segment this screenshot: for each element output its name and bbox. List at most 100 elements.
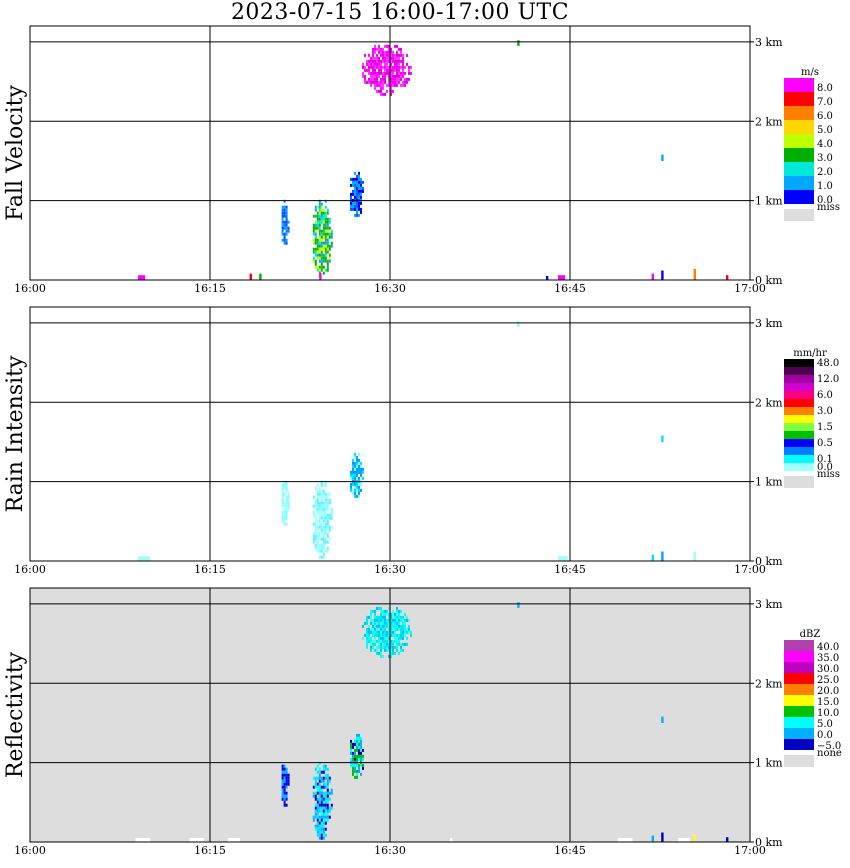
- reflectivity-echo-cell: [318, 800, 321, 804]
- fall-velocity-echo-cell: [352, 177, 354, 181]
- fall-velocity-echo: [249, 273, 252, 280]
- reflectivity-echo-cell: [394, 627, 396, 631]
- reflectivity-echo-cell: [366, 630, 368, 634]
- reflectivity-echo: [362, 606, 412, 658]
- reflectivity-echo-cell: [318, 788, 321, 792]
- fall-velocity-echo-cell: [324, 244, 327, 248]
- fall-velocity-echo-cell: [324, 205, 327, 209]
- fall-velocity-echo-cell: [378, 74, 380, 78]
- reflectivity-echo-cell: [398, 636, 400, 640]
- fall-velocity-echo-cell: [356, 207, 358, 211]
- rain-intensity-echo-cell: [316, 498, 319, 502]
- rain-intensity-echo-cell: [358, 452, 360, 456]
- reflectivity-echo: [228, 838, 240, 842]
- reflectivity-echo-cell: [372, 609, 374, 613]
- reflectivity-echo-cell: [328, 791, 331, 795]
- fall-velocity-echo-cell: [316, 268, 319, 272]
- reflectivity-echo-cell: [322, 785, 325, 789]
- fall-velocity-echo: [517, 40, 520, 46]
- fall-velocity-echo-cell: [380, 62, 382, 66]
- reflectivity-echo-cell: [316, 788, 319, 792]
- fall-velocity-echo-cell: [312, 250, 315, 254]
- rain-intensity-echo-cell: [322, 513, 325, 517]
- fall-velocity-echo-cell: [394, 77, 396, 81]
- fall-velocity-echo-cell: [372, 47, 374, 51]
- fall-velocity-echo-cell: [324, 199, 327, 203]
- reflectivity-echo-cell: [354, 766, 356, 770]
- fall-velocity-echo-cell: [324, 259, 327, 263]
- reflectivity-echo-cell: [396, 609, 398, 613]
- rain-intensity-echo-cell: [281, 513, 284, 517]
- rain-intensity-echo-cell: [324, 501, 327, 505]
- rain-intensity-echo-cell: [322, 495, 325, 499]
- fall-velocity-echo-cell: [402, 71, 404, 75]
- reflectivity-echo-cell: [314, 824, 317, 828]
- fall-velocity-echo-cell: [283, 208, 286, 212]
- reflectivity-echo-cell: [318, 827, 321, 831]
- fall-velocity-echo-cell: [312, 238, 315, 242]
- fall-velocity-echo: [693, 268, 696, 280]
- fall-velocity-echo-cell: [388, 56, 390, 60]
- fall-velocity-echo-cell: [388, 80, 390, 84]
- fall-velocity-echo-cell: [318, 238, 321, 242]
- reflectivity-echo-cell: [320, 797, 323, 801]
- reflectivity-echo-cell: [318, 791, 321, 795]
- fall-velocity-echo-cell: [356, 186, 358, 190]
- reflectivity-echo-cell: [330, 803, 333, 807]
- fall-velocity-ylabel: Fall Velocity: [3, 85, 28, 221]
- fall-velocity-echo-cell: [314, 265, 317, 269]
- reflectivity-echo-cell: [370, 639, 372, 643]
- fall-velocity-echo-cell: [372, 80, 374, 84]
- reflectivity-echo-cell: [374, 630, 376, 634]
- reflectivity-legend-label: −5.0: [817, 741, 841, 752]
- rain-intensity-echo-cell: [324, 513, 327, 517]
- reflectivity-echo-cell: [316, 785, 319, 789]
- reflectivity-echo-cell: [328, 779, 331, 783]
- rain-intensity-echo-cell: [324, 531, 327, 535]
- fall-velocity-echo-cell: [324, 220, 327, 224]
- fall-velocity-echo-cell: [318, 202, 321, 206]
- fall-velocity-echo-cell: [285, 217, 288, 221]
- fall-velocity-echo-cell: [404, 80, 406, 84]
- reflectivity-echo-cell: [362, 754, 364, 758]
- rain-intensity-echo-cell: [322, 537, 325, 541]
- rain-intensity-echo-cell: [318, 507, 321, 511]
- rain-intensity-legend-swatch: [784, 367, 814, 375]
- fall-velocity-echo-cell: [318, 247, 321, 251]
- rain-intensity-echo-cell: [326, 534, 329, 538]
- reflectivity-echo-cell: [388, 633, 390, 637]
- fall-velocity-echo-cell: [392, 68, 394, 72]
- fall-velocity-echo-cell: [693, 268, 696, 280]
- reflectivity-echo-cell: [374, 648, 376, 652]
- reflectivity-echo-cell: [322, 815, 325, 819]
- reflectivity-echo: [651, 835, 654, 842]
- fall-velocity-echo-cell: [372, 62, 374, 66]
- rain-intensity-echo-cell: [287, 501, 290, 505]
- reflectivity-echo-cell: [318, 785, 321, 789]
- reflectivity-echo-cell: [283, 779, 286, 783]
- reflectivity-echo-cell: [362, 636, 364, 640]
- reflectivity-echo-cell: [376, 648, 378, 652]
- rain-intensity-echo-cell: [352, 464, 354, 468]
- reflectivity-echo-cell: [352, 745, 354, 749]
- fall-velocity-echo-cell: [384, 80, 386, 84]
- reflectivity-echo-cell: [326, 782, 329, 786]
- reflectivity-echo-cell: [314, 782, 317, 786]
- rain-intensity-echo-cell: [318, 549, 321, 553]
- fall-velocity-echo-cell: [364, 68, 366, 72]
- reflectivity-echo-cell: [382, 615, 384, 619]
- rain-intensity-echo-cell: [320, 549, 323, 553]
- rain-intensity-echo-cell: [314, 498, 317, 502]
- rain-intensity-echo-cell: [358, 467, 360, 471]
- reflectivity-echo-cell: [324, 821, 327, 825]
- reflectivity-echo-cell: [372, 627, 374, 631]
- reflectivity-echo-cell: [384, 633, 386, 637]
- rain-intensity-echo-cell: [314, 528, 317, 532]
- reflectivity-echo-cell: [316, 815, 319, 819]
- fall-velocity-echo-cell: [374, 56, 376, 60]
- reflectivity-echo-cell: [380, 648, 382, 652]
- fall-velocity-echo-cell: [320, 208, 323, 212]
- reflectivity-echo-cell: [354, 751, 356, 755]
- reflectivity-echo-cell: [283, 788, 286, 792]
- fall-velocity-echo: [281, 199, 290, 245]
